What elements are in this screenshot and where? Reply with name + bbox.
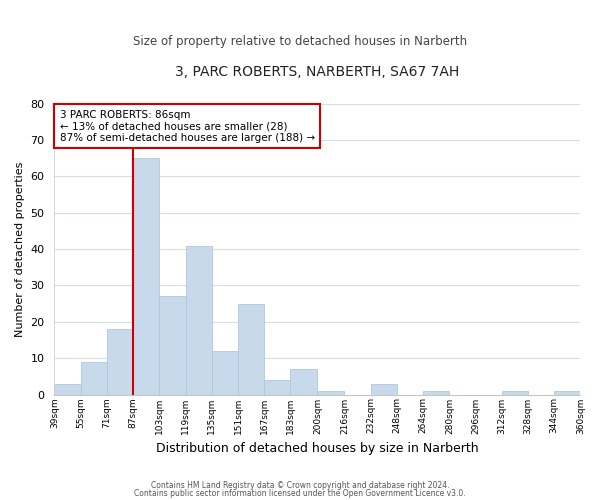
Bar [318,391,344,394]
Text: Contains public sector information licensed under the Open Government Licence v3: Contains public sector information licen… [134,488,466,498]
Bar [423,391,449,394]
Bar [264,380,290,394]
Bar [185,246,212,394]
Text: Size of property relative to detached houses in Narberth: Size of property relative to detached ho… [133,35,467,48]
Bar [159,296,185,394]
Bar [133,158,159,394]
Text: Contains HM Land Registry data © Crown copyright and database right 2024.: Contains HM Land Registry data © Crown c… [151,481,449,490]
Bar [371,384,397,394]
Text: 3 PARC ROBERTS: 86sqm
← 13% of detached houses are smaller (28)
87% of semi-deta: 3 PARC ROBERTS: 86sqm ← 13% of detached … [59,110,315,143]
Bar [107,329,133,394]
Bar [502,391,528,394]
Bar [290,369,317,394]
Bar [55,384,80,394]
X-axis label: Distribution of detached houses by size in Narberth: Distribution of detached houses by size … [156,442,479,455]
Bar [554,391,580,394]
Bar [238,304,264,394]
Bar [212,351,238,395]
Title: 3, PARC ROBERTS, NARBERTH, SA67 7AH: 3, PARC ROBERTS, NARBERTH, SA67 7AH [175,65,460,79]
Y-axis label: Number of detached properties: Number of detached properties [15,162,25,337]
Bar [80,362,107,394]
